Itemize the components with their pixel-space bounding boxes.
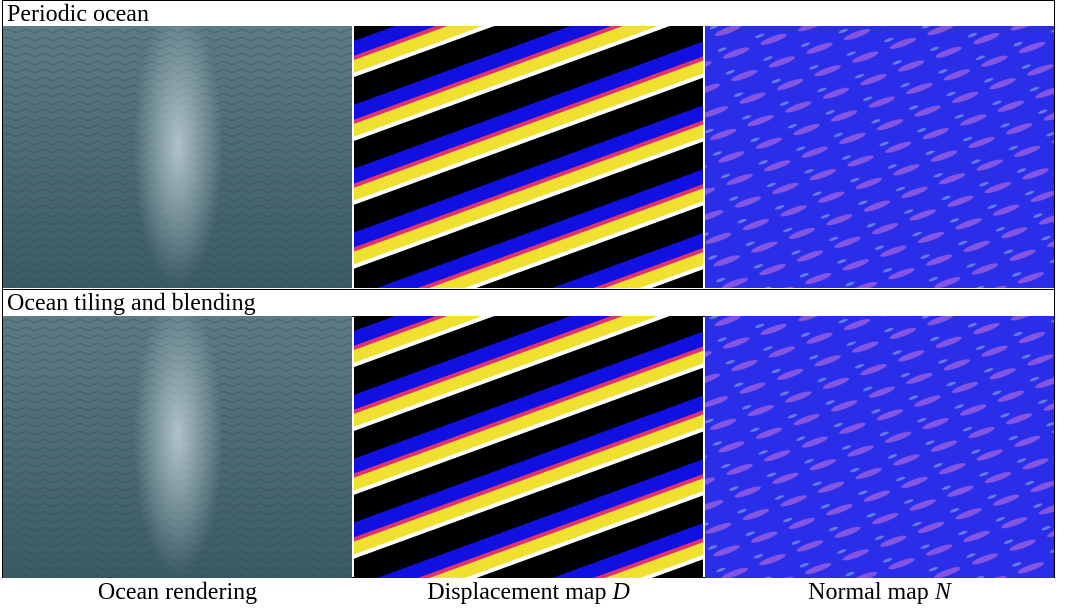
- separator: [3, 289, 1054, 290]
- column-caption: Displacement map D: [354, 578, 703, 606]
- normal-map: [705, 316, 1054, 578]
- displacement-map: [354, 26, 703, 288]
- caption-text: Normal map: [808, 579, 929, 605]
- caption-text: Ocean rendering: [98, 579, 257, 605]
- displacement-map: [354, 316, 703, 578]
- ocean-rendering: [3, 26, 352, 288]
- caption-symbol: D: [612, 579, 629, 605]
- ocean-rendering: [3, 316, 352, 578]
- row-label: Periodic ocean: [7, 1, 149, 27]
- column-caption: Normal map N: [705, 578, 1054, 606]
- column-caption: Ocean rendering: [3, 578, 352, 606]
- caption-text: Displacement map: [427, 579, 606, 605]
- row-label: Ocean tiling and blending: [7, 290, 256, 316]
- page: Periodic ocean Ocean tiling and blending…: [0, 0, 1067, 612]
- normal-map: [705, 26, 1054, 288]
- caption-symbol: N: [935, 579, 951, 605]
